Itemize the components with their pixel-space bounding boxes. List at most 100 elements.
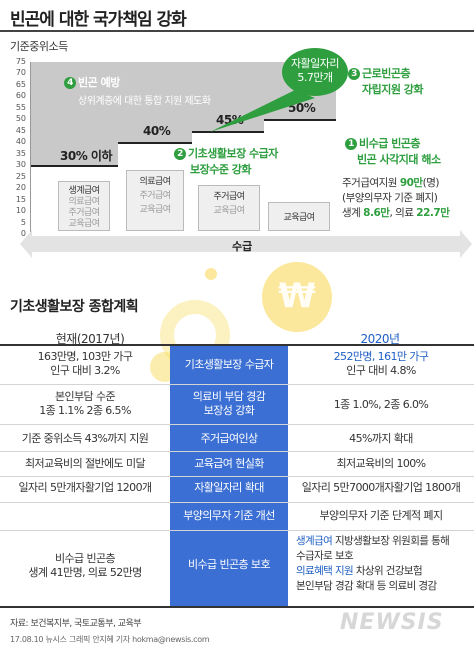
cell-text: 차상위 건강보험 <box>353 565 423 577</box>
info-text: 주거급여지원 <box>342 177 400 189</box>
number-badge: 1 <box>345 138 357 150</box>
info-text: , 의료 <box>389 207 417 219</box>
benefit-item: 의료급여 <box>68 197 100 207</box>
row4-current: 최저교육비의 절반에도 미달 <box>24 457 146 470</box>
arrow-head-right <box>460 230 472 258</box>
y-tick-label: 50 <box>15 114 26 124</box>
cell-highlight: 의료혜택 지원 <box>296 565 354 577</box>
credit-note: 17.08.10 뉴시스 그래픽 안지혜 기자 hokma@newsis.com <box>10 635 210 644</box>
number-badge: 3 <box>348 68 360 80</box>
head-current: 현재(2017년) <box>55 332 125 346</box>
row5-category: 자활일자리 확대 <box>194 481 264 494</box>
row2-current: 본인부담 수준 1종 1.1% 2종 6.5% <box>0 390 170 418</box>
row-divider <box>0 530 474 531</box>
info-highlight: 8.6만 <box>363 207 390 219</box>
y-tick-label: 10 <box>15 206 26 216</box>
note-3: 3 근로빈곤층 <box>348 66 411 81</box>
note-1: 1 비수급 빈곤층 <box>345 136 421 151</box>
note-2-line2: 보장수준 강화 <box>190 163 252 176</box>
row6-2020: 부양의무자 기준 단계적 폐지 <box>319 509 444 522</box>
y-tick-label: 45 <box>15 125 26 135</box>
row7-current: 비수급 빈곤층 생계 41만명, 의료 52만명 <box>0 552 170 580</box>
bubble-line2: 5.7만개 <box>297 71 333 84</box>
note-2: 2 기초생활보장 수급자 <box>174 146 278 161</box>
cell-line: 인구 대비 4.8% <box>346 364 416 377</box>
cell-line: 생계 41만명, 의료 52만명 <box>28 566 142 579</box>
note-2-line1: 기초생활보장 수급자 <box>188 147 278 160</box>
page-title: 빈곤에 대한 국가책임 강화 <box>10 10 187 30</box>
x-axis-arrow <box>28 236 464 252</box>
note-3-line1: 근로빈곤층 <box>362 67 411 80</box>
y-tick-label: 65 <box>15 79 26 89</box>
note-1-line1: 비수급 빈곤층 <box>359 137 421 150</box>
cell-text: 수급자로 보호 <box>296 550 354 562</box>
y-tick-label: 60 <box>15 91 26 101</box>
cell-line: 본인부담 수준 <box>54 390 116 403</box>
row2-category: 의료비 부담 경감 보장성 강화 <box>170 390 288 418</box>
bubble-line1: 자활일자리 <box>290 57 340 70</box>
number-badge: 2 <box>174 148 186 160</box>
row1-category: 기초생활보장 수급자 <box>184 358 274 371</box>
cell-text: 지방생활보장 위원회를 통해 <box>332 535 450 547</box>
info-highlight: 90만 <box>399 177 423 189</box>
cell-line: 163만명, 103만 가구 <box>37 350 133 363</box>
row6-category: 부양의무자 기준 개선 <box>183 509 275 522</box>
cell-text: 본인부담 경감 확대 등 의료비 경감 <box>296 580 437 592</box>
step-label-30: 30% 이하 <box>60 149 112 164</box>
y-axis-label: 기준중위소득 <box>10 40 68 53</box>
head-2020: 2020년 <box>360 332 400 346</box>
header-rule <box>0 344 474 346</box>
cell-line: 비수급 빈곤층 <box>54 552 116 565</box>
benefit-item: 교육급여 <box>283 213 315 223</box>
y-tick-label: 75 <box>15 57 26 66</box>
benefit-item: 의료급여 <box>139 177 171 187</box>
won-symbol: ₩ <box>278 276 316 316</box>
benefit-item: 교육급여 <box>213 206 245 216</box>
benefit-box-50: 교육급여 <box>268 202 330 231</box>
note-4: 4 빈곤 예방 <box>64 75 120 90</box>
note-4-sub: 상위계층에 대한 통합 지원 제도화 <box>78 96 211 107</box>
bubble-pointer <box>210 90 315 132</box>
cell-line: 252만명, 161만 가구 <box>333 350 429 363</box>
row2-2020: 1종 1.0%, 2종 6.0% <box>333 398 429 411</box>
benefit-item: 교육급여 <box>139 205 171 215</box>
arrow-head-left <box>20 230 32 258</box>
won-coin-icon: ₩ <box>262 262 332 332</box>
row-divider <box>0 476 474 477</box>
y-tick-label: 5 <box>20 217 26 227</box>
cell-line: 인구 대비 3.2% <box>50 364 120 377</box>
row7-category: 비수급 빈곤층 보호 <box>188 558 271 571</box>
title-rule <box>0 30 474 32</box>
y-tick-label: 15 <box>15 194 26 204</box>
row5-current: 일자리 5만개자활기업 1200개 <box>18 481 153 494</box>
row1-current: 163만명, 103만 가구 인구 대비 3.2% <box>0 350 170 378</box>
info-text: 생계 <box>342 207 364 219</box>
row5-2020: 일자리 5만7000개자활기업 1800개 <box>301 481 461 494</box>
step-label-40: 40% <box>143 124 171 139</box>
job-bubble: 자활일자리 5.7만개 <box>282 48 348 96</box>
note-4-title: 빈곤 예방 <box>78 76 120 89</box>
x-axis-label: 수급 <box>232 240 253 253</box>
benefit-item: 주거급여 <box>213 192 245 202</box>
note-1-line2: 빈곤 사각지대 해소 <box>357 153 441 166</box>
row7-2020: 생계급여 지방생활보장 위원회를 통해 수급자로 보호 의료혜택 지원 차상위 … <box>296 534 474 594</box>
y-tick-label: 70 <box>15 68 26 78</box>
info-text: (부양의무자 기준 폐지) <box>342 192 438 204</box>
row3-current: 기준 중위소득 43%까지 지원 <box>21 432 149 445</box>
note-3-line2: 자립지원 강화 <box>362 83 424 96</box>
cell-line: 의료비 부담 경감 <box>192 390 266 403</box>
row-divider <box>0 451 474 452</box>
row4-2020: 최저교육비의 100% <box>336 457 426 470</box>
y-tick-label: 25 <box>15 171 26 181</box>
cell-highlight: 생계급여 <box>296 535 333 547</box>
benefit-box-40: 의료급여 주거급여 교육급여 <box>126 170 184 231</box>
info-highlight: 22.7만 <box>416 207 450 219</box>
y-tick-label: 40 <box>15 137 26 147</box>
y-axis-line <box>30 62 31 234</box>
y-tick-label: 35 <box>15 148 26 158</box>
benefit-item: 주거급여 <box>68 208 100 218</box>
benefit-item: 생계급여 <box>68 186 100 196</box>
benefit-box-30: 생계급여 의료급여 주거급여 교육급여 <box>58 181 110 231</box>
row-divider <box>0 424 474 425</box>
y-tick-label: 20 <box>15 183 26 193</box>
